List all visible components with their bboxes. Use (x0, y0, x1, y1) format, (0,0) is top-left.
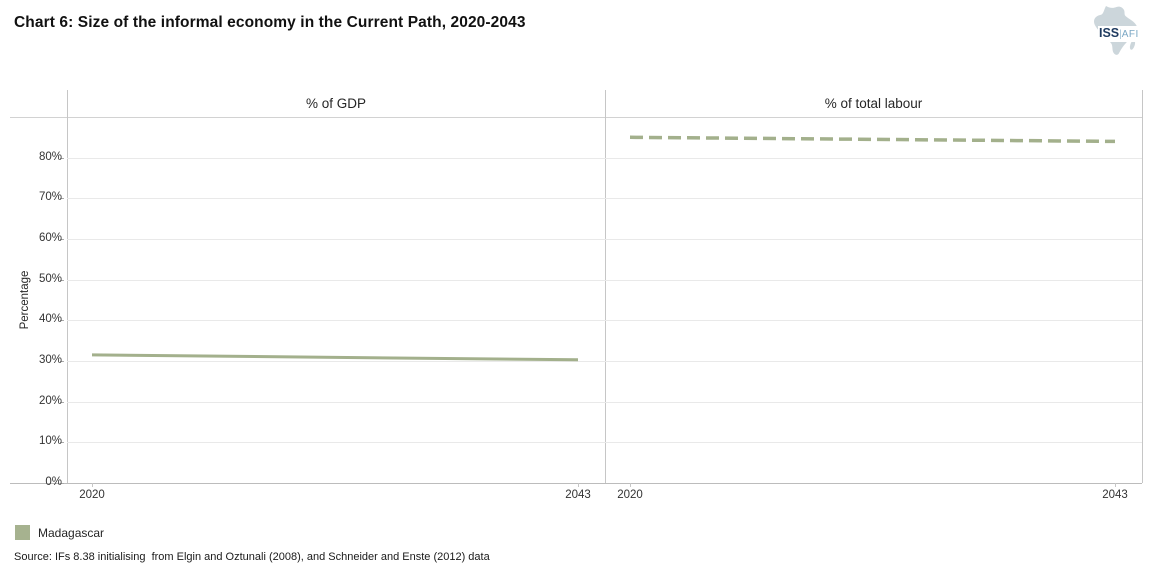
logo-iss-text: ISS (1099, 26, 1120, 40)
y-tick-mark (60, 320, 64, 322)
legend-swatch-madagascar (15, 525, 30, 540)
panel-title-gdp: % of GDP (305, 96, 367, 111)
y-gridline (67, 361, 1142, 362)
legend: Madagascar (15, 525, 104, 540)
x-tick-mark (1115, 483, 1116, 487)
y-tick-mark (60, 239, 64, 240)
y-tick-mark (60, 198, 64, 200)
y-tick-mark (60, 442, 64, 444)
x-axis-line (10, 483, 1142, 484)
y-tick-mark (60, 401, 64, 403)
y-tick-mark (60, 279, 64, 281)
y-gridline (67, 401, 1142, 403)
y-gridline (67, 198, 1142, 200)
plot-top-border (10, 117, 1142, 118)
y-tick-label: 30% (38, 354, 62, 366)
series-line-madagascar-gdp (91, 353, 579, 362)
x-tick-label: 2043 (565, 489, 591, 501)
y-tick-label: 80% (38, 150, 62, 163)
y-tick-label: 20% (38, 394, 62, 407)
x-tick-label: 2043 (1102, 489, 1128, 501)
plot-right-border (1142, 90, 1143, 483)
source-note: Source: IFs 8.38 initialising from Elgin… (14, 551, 490, 563)
panel-separator-line (605, 90, 606, 483)
y-gridline (67, 239, 1142, 240)
y-gridline (67, 279, 1142, 281)
y-tick-label: 50% (38, 272, 62, 285)
logo-wordmark: ISS|AFI (1098, 26, 1140, 42)
y-tick-mark (60, 361, 64, 362)
y-tick-label: 10% (38, 435, 62, 448)
panel-title-labour: % of total labour (824, 96, 923, 111)
y-axis-line (67, 90, 68, 483)
y-tick-label: 40% (38, 313, 62, 326)
x-tick-label: 2020 (79, 489, 105, 501)
chart-title: Chart 6: Size of the informal economy in… (14, 14, 526, 31)
x-tick-mark (578, 483, 579, 487)
series-line-madagascar-labour (629, 135, 1116, 144)
y-tick-label: 60% (38, 232, 62, 244)
legend-label: Madagascar (38, 525, 105, 540)
logo-divider: | (1119, 29, 1122, 40)
x-tick-mark (630, 483, 631, 487)
y-tick-mark (60, 483, 64, 484)
x-tick-label: 2020 (617, 489, 643, 501)
iss-afi-logo: ISS|AFI (1086, 5, 1142, 55)
y-gridline (67, 157, 1142, 159)
y-tick-label: 0% (45, 476, 62, 488)
y-gridline (67, 320, 1142, 322)
y-tick-mark (60, 157, 64, 159)
y-gridline (67, 442, 1142, 444)
logo-afi-text: AFI (1121, 29, 1139, 40)
x-tick-mark (92, 483, 93, 487)
y-tick-label: 70% (38, 191, 62, 204)
